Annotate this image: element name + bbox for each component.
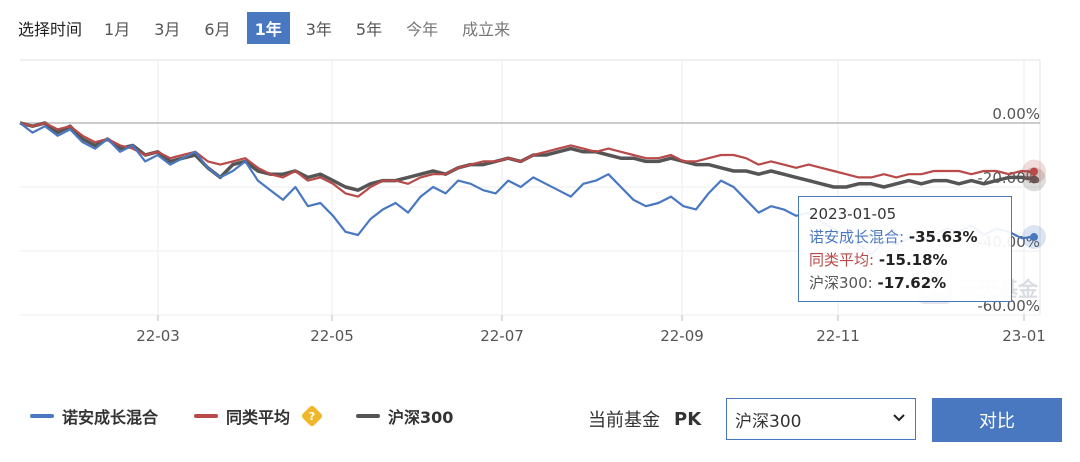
tab-ytd[interactable]: 今年	[406, 20, 439, 39]
chart-end-markers	[1022, 159, 1046, 250]
pk-label: PK	[674, 408, 702, 430]
tooltip-label-peer: 同类平均:	[809, 251, 875, 269]
compare-select-value: 沪深300	[735, 411, 802, 432]
x-tick-label: 22-11	[816, 327, 860, 345]
tooltip-row-fund: 诺安成长混合: -35.63%	[809, 226, 1001, 249]
legend-swatch-fund	[30, 414, 54, 418]
tooltip-value-index: -17.62%	[877, 274, 947, 292]
compare-label-group: 当前基金 PK	[588, 406, 701, 432]
performance-chart[interactable]: 22-03 22-05 22-07 22-09 22-11 23-01 0.00%-20.…	[0, 50, 1080, 350]
series-end-marker	[1030, 233, 1038, 242]
chart-tooltip: 2023-01-05 诺安成长混合: -35.63% 同类平均: -15.18%…	[798, 196, 1012, 302]
tooltip-value-peer: -15.18%	[878, 251, 948, 269]
x-tick-label: 22-07	[480, 327, 524, 345]
time-range-tabs: 选择时间 1月 3月 6月 1年 3年 5年 今年 成立来	[18, 12, 526, 44]
current-fund-label: 当前基金	[588, 410, 660, 431]
tab-3m[interactable]: 3月	[154, 20, 181, 39]
tab-5y[interactable]: 5年	[355, 20, 383, 39]
compare-select[interactable]: 沪深300	[726, 398, 916, 440]
time-range-label: 选择时间	[18, 20, 83, 39]
legend-swatch-peer	[194, 414, 219, 418]
tooltip-row-peer: 同类平均: -15.18%	[809, 249, 1001, 272]
x-tick-label: 22-09	[660, 327, 704, 345]
x-tick-label: 22-03	[136, 327, 180, 345]
series-end-marker	[1030, 167, 1038, 176]
compare-button[interactable]: 对比	[932, 398, 1062, 442]
help-icon[interactable]: ?	[300, 404, 324, 428]
tooltip-row-index: 沪深300: -17.62%	[809, 272, 1001, 295]
chevron-down-icon	[893, 414, 905, 422]
x-axis-ticks: 22-03 22-05 22-07 22-09 22-11 23-01	[136, 315, 1046, 345]
tooltip-label-fund: 诺安成长混合:	[809, 228, 905, 246]
legend-label-fund: 诺安成长混合	[62, 408, 159, 427]
tab-3y[interactable]: 3年	[305, 20, 332, 39]
series-line	[19, 121, 1035, 198]
tooltip-label-index: 沪深300:	[809, 274, 873, 292]
tooltip-date: 2023-01-05	[809, 205, 897, 223]
legend-label-index: 沪深300	[388, 408, 454, 427]
legend-label-peer: 同类平均	[226, 408, 291, 427]
tab-1m[interactable]: 1月	[104, 20, 131, 39]
y-tick-label: 0.00%	[992, 105, 1040, 123]
legend-item-peer[interactable]: 同类平均 ?	[194, 404, 324, 428]
legend-item-fund[interactable]: 诺安成长混合	[30, 404, 158, 428]
tab-6m[interactable]: 6月	[204, 20, 231, 39]
legend-swatch-index	[356, 414, 381, 418]
x-tick-label: 23-01	[1002, 327, 1046, 345]
chart-legend: 诺安成长混合 同类平均 ? 沪深300	[30, 404, 453, 428]
tab-since-inception[interactable]: 成立来	[462, 20, 511, 39]
x-tick-label: 22-05	[310, 327, 354, 345]
legend-item-index[interactable]: 沪深300	[356, 404, 453, 428]
tooltip-value-fund: -35.63%	[908, 228, 978, 246]
tab-1y[interactable]: 1年	[246, 12, 290, 44]
series-end-marker	[1030, 175, 1038, 184]
